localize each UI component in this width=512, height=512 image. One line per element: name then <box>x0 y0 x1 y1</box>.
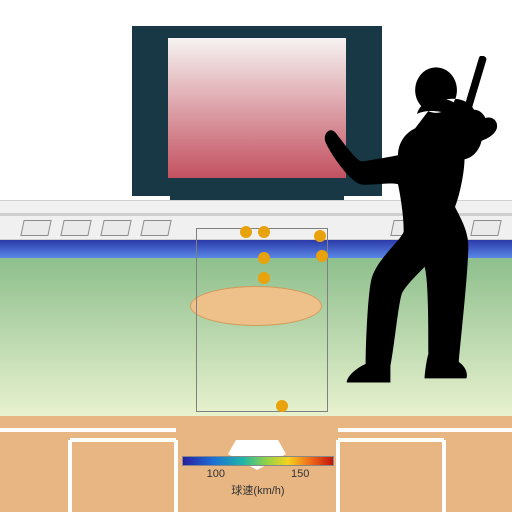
scoreboard-screen <box>168 38 346 178</box>
pitch-marker <box>258 226 270 238</box>
colorbar-tick: 100 <box>207 468 225 480</box>
wall-panel <box>140 220 171 236</box>
pitch-marker <box>240 226 252 238</box>
colorbar-gradient <box>182 456 334 466</box>
wall-panel <box>100 220 131 236</box>
batter-silhouette <box>322 56 512 428</box>
wall-panel <box>60 220 91 236</box>
velocity-colorbar: 100 150 球速(km/h) <box>182 456 334 496</box>
wall-panel <box>20 220 51 236</box>
colorbar-tick: 150 <box>291 468 309 480</box>
pitch-marker <box>276 400 288 412</box>
pitch-marker <box>258 272 270 284</box>
pitch-marker <box>258 252 270 264</box>
colorbar-label: 球速(km/h) <box>182 482 334 498</box>
